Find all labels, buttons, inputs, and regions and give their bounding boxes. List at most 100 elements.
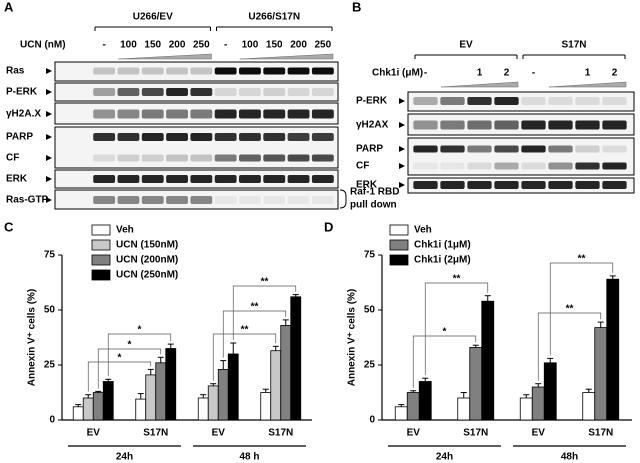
band (214, 154, 237, 162)
bar (155, 362, 167, 421)
band (440, 145, 465, 153)
band (521, 120, 546, 130)
band (287, 67, 310, 75)
lane-label: 250 (193, 40, 210, 51)
row-label: γH2A.X (6, 109, 41, 120)
blot-frame (54, 189, 339, 210)
band (467, 181, 492, 189)
band (141, 67, 164, 75)
band (263, 88, 286, 96)
bar (280, 324, 292, 421)
band (190, 196, 213, 204)
legend-label: UCN (150nM) (116, 240, 178, 251)
band (141, 154, 164, 162)
band (413, 181, 438, 189)
bar (102, 381, 114, 421)
band (413, 162, 438, 170)
lane-label: 1 (477, 68, 483, 79)
bar (418, 381, 432, 421)
bar (394, 406, 408, 421)
group-label: U266/EV (133, 12, 173, 23)
significance-label: * (138, 325, 142, 336)
blot-frame (54, 61, 339, 82)
lane-label: 250 (315, 40, 332, 51)
band (190, 154, 213, 162)
band (311, 109, 334, 119)
row-label: ERK (356, 180, 378, 191)
significance-label: ** (578, 254, 586, 265)
band (239, 88, 261, 96)
x-tick-label: EV (532, 428, 546, 439)
band (494, 162, 519, 170)
y-axis-label: Annexin V⁺ cells (%) (27, 289, 38, 387)
band (521, 145, 546, 153)
significance-label: ** (566, 304, 574, 315)
band (494, 97, 519, 105)
legend-swatch (389, 224, 409, 236)
band (548, 120, 573, 130)
treatment-label: Chk1i (μM) (372, 68, 423, 79)
band (117, 67, 140, 75)
lane-label: - (532, 68, 535, 79)
y-tick-label: 25 (44, 360, 56, 371)
lane-label: 150 (266, 40, 283, 51)
band (602, 97, 627, 105)
legend-swatch (389, 239, 409, 251)
band (287, 109, 310, 119)
band (239, 196, 261, 204)
band (311, 154, 334, 162)
band (190, 67, 213, 75)
band (214, 109, 237, 119)
band (413, 145, 438, 153)
band (521, 181, 546, 189)
band (602, 145, 627, 153)
band (440, 181, 465, 189)
band (166, 133, 188, 141)
significance-bracket (97, 348, 162, 389)
band (141, 133, 164, 141)
group-label: EV (459, 40, 473, 51)
band (602, 162, 627, 170)
band (440, 120, 465, 130)
band (440, 97, 465, 105)
legend-label: Veh (116, 225, 134, 236)
row-arrow (399, 98, 405, 104)
group-label: U266/S17N (248, 12, 300, 23)
band (575, 97, 600, 105)
y-tick-label: 0 (369, 415, 375, 426)
band (117, 109, 140, 119)
panel-label: D (324, 219, 333, 234)
wedge (239, 53, 334, 60)
row-arrow (46, 134, 52, 140)
band (548, 181, 573, 189)
band (287, 133, 310, 141)
band (214, 196, 237, 204)
bar (270, 350, 282, 421)
band (166, 67, 188, 75)
band (548, 162, 573, 170)
legend-swatch (91, 239, 111, 251)
lane-label: 150 (144, 40, 161, 51)
band (287, 88, 310, 96)
band (93, 88, 116, 96)
row-label: Ras-GTP (6, 195, 49, 206)
band (214, 133, 237, 141)
treatment-label: UCN (nM) (20, 40, 66, 51)
band (311, 67, 334, 75)
band (117, 88, 140, 96)
y-tick-label: 75 (44, 250, 56, 261)
x-tick-label: S17N (143, 428, 168, 439)
bar (260, 392, 272, 421)
band (117, 175, 140, 183)
band (141, 175, 164, 183)
band (494, 181, 519, 189)
row-arrow (399, 163, 405, 169)
significance-bracket (549, 262, 614, 356)
band (239, 109, 261, 119)
bar (531, 386, 545, 421)
band (239, 133, 261, 141)
bar (594, 327, 608, 421)
bar (606, 278, 620, 421)
band (413, 97, 438, 105)
row-arrow (46, 68, 52, 74)
